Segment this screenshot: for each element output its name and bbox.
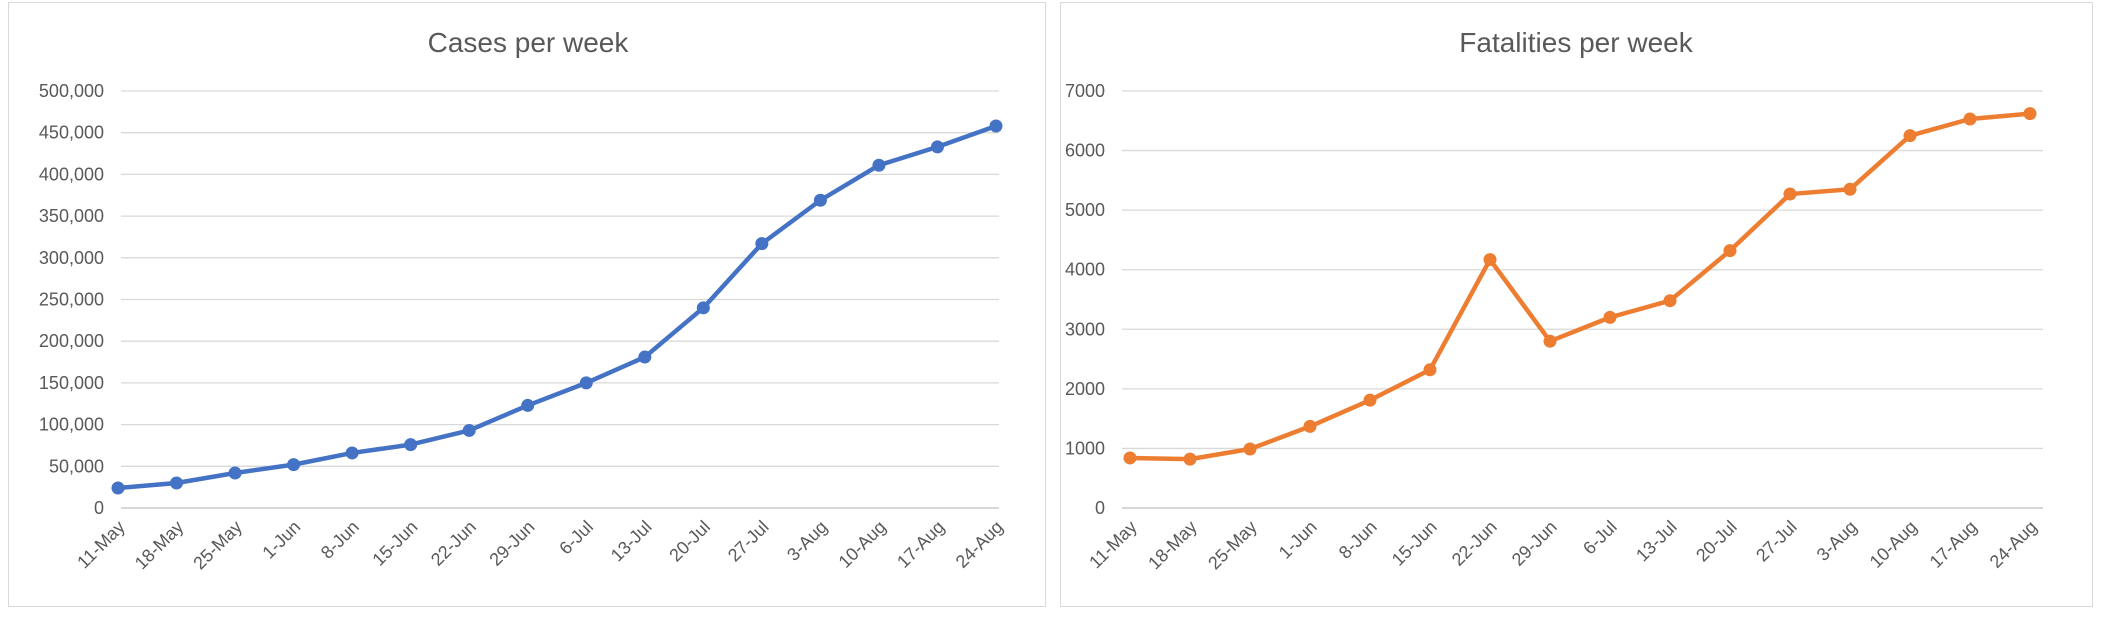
cases-x-tick-label: 8-Jun <box>317 517 363 563</box>
fatalities-x-tick-label: 20-Jul <box>1692 517 1741 566</box>
cases-x-tick-label: 20-Jul <box>665 517 714 566</box>
cases-data-point <box>170 476 184 490</box>
fatalities-data-point <box>1783 187 1797 201</box>
cases-data-point <box>111 481 125 495</box>
fatalities-data-point <box>1603 310 1617 324</box>
cases-y-tick-label: 150,000 <box>39 373 104 393</box>
cases-data-point <box>404 438 418 452</box>
fatalities-data-point <box>2023 107 2037 121</box>
cases-y-tick-label: 200,000 <box>39 331 104 351</box>
fatalities-x-tick-label: 25-May <box>1204 517 1261 574</box>
cases-x-tick-label: 24-Aug <box>952 517 1007 572</box>
cases-data-point <box>462 423 476 437</box>
fatalities-x-tick-label: 22-Jun <box>1448 517 1501 570</box>
cases-data-point <box>696 301 710 315</box>
cases-x-tick-label: 27-Jul <box>724 517 773 566</box>
cases-x-tick-label: 1-Jun <box>258 517 304 563</box>
cases-data-point <box>521 398 535 412</box>
cases-y-tick-label: 400,000 <box>39 164 104 184</box>
cases-x-tick-label: 11-May <box>73 517 129 573</box>
fatalities-x-tick-label: 27-Jul <box>1752 517 1801 566</box>
cases-data-point <box>287 458 301 472</box>
fatalities-y-tick-label: 4000 <box>1065 260 1105 280</box>
cases-data-point <box>228 466 242 480</box>
fatalities-x-tick-label: 13-Jul <box>1632 517 1681 566</box>
cases-chart-svg: Cases per week 0 50,000 100,000 150,000 200,0… <box>39 27 1007 574</box>
cases-x-tick-label: 10-Aug <box>835 517 890 572</box>
cases-data-point <box>930 140 944 154</box>
fatalities-x-tick-label: 17-Aug <box>1926 517 1981 572</box>
cases-x-tick-label: 18-May <box>131 517 188 574</box>
cases-data-point <box>872 158 886 172</box>
fatalities-data-point <box>1543 334 1557 348</box>
cases-x-tick-label: 25-May <box>189 517 246 574</box>
cases-x-tick-label: 13-Jul <box>607 517 656 566</box>
cases-data-point <box>813 193 827 207</box>
cases-y-tick-label: 350,000 <box>39 206 104 226</box>
fatalities-y-tick-label: 0 <box>1095 498 1105 518</box>
cases-series-line <box>115 123 999 491</box>
fatalities-data-point <box>1183 452 1197 466</box>
fatalities-chart: Fatalities per week 0 1000 2000 3000 4000 5000… <box>1060 2 2093 607</box>
fatalities-x-tick-label: 15-Jun <box>1388 517 1441 570</box>
cases-chart: Cases per week 0 50,000 100,000 150,000 200,0… <box>8 2 1046 607</box>
fatalities-data-point <box>1843 182 1857 196</box>
cases-x-tick-label: 6-Jul <box>555 517 597 559</box>
fatalities-data-point <box>1243 442 1257 456</box>
cases-y-tick-label: 100,000 <box>39 415 104 435</box>
cases-data-point <box>755 237 769 251</box>
fatalities-data-point <box>1723 244 1737 258</box>
cases-x-tick-label: 15-Jun <box>368 517 421 570</box>
cases-data-point <box>579 376 593 390</box>
cases-data-point <box>989 119 1003 133</box>
cases-x-tick-label: 3-Aug <box>783 517 831 565</box>
fatalities-x-tick-label: 11-May <box>1085 517 1141 573</box>
cases-y-tick-label: 500,000 <box>39 81 104 101</box>
fatalities-x-tick-label: 29-Jun <box>1508 517 1561 570</box>
fatalities-y-tick-label: 5000 <box>1065 200 1105 220</box>
fatalities-x-tick-label: 18-May <box>1144 517 1201 574</box>
fatalities-y-tick-label: 3000 <box>1065 319 1105 339</box>
cases-y-tick-label: 250,000 <box>39 290 104 310</box>
fatalities-y-tick-label: 2000 <box>1065 379 1105 399</box>
cases-data-point <box>638 350 652 364</box>
fatalities-data-point <box>1423 363 1437 377</box>
fatalities-data-point <box>1363 393 1377 407</box>
cases-y-tick-label: 450,000 <box>39 123 104 143</box>
cases-data-point <box>345 446 359 460</box>
cases-x-tick-label: 17-Aug <box>893 517 948 572</box>
cases-y-tick-label: 300,000 <box>39 248 104 268</box>
fatalities-data-point <box>1663 294 1677 308</box>
cases-x-tick-label: 29-Jun <box>485 517 538 570</box>
fatalities-x-tick-label: 8-Jun <box>1335 517 1381 563</box>
cases-chart-title: Cases per week <box>428 27 630 58</box>
fatalities-series-line <box>1127 111 2033 462</box>
fatalities-chart-svg: Fatalities per week 0 1000 2000 3000 4000 5000… <box>1065 27 2043 574</box>
fatalities-data-point <box>1483 253 1497 267</box>
cases-x-tick-label: 22-Jun <box>427 517 480 570</box>
fatalities-chart-title: Fatalities per week <box>1459 27 1693 58</box>
fatalities-y-tick-label: 7000 <box>1065 81 1105 101</box>
fatalities-data-point <box>1123 451 1137 465</box>
fatalities-x-tick-label: 6-Jul <box>1579 517 1621 559</box>
fatalities-x-tick-label: 3-Aug <box>1813 517 1861 565</box>
fatalities-x-tick-label: 10-Aug <box>1866 517 1921 572</box>
fatalities-x-tick-label: 1-Jun <box>1275 517 1321 563</box>
fatalities-data-point <box>1303 419 1317 433</box>
fatalities-data-point <box>1963 112 1977 126</box>
fatalities-x-tick-label: 24-Aug <box>1986 517 2041 572</box>
fatalities-y-tick-label: 6000 <box>1065 141 1105 161</box>
fatalities-y-tick-label: 1000 <box>1065 438 1105 458</box>
cases-y-tick-label: 0 <box>94 498 104 518</box>
fatalities-data-point <box>1903 129 1917 143</box>
cases-y-tick-label: 50,000 <box>49 456 104 476</box>
